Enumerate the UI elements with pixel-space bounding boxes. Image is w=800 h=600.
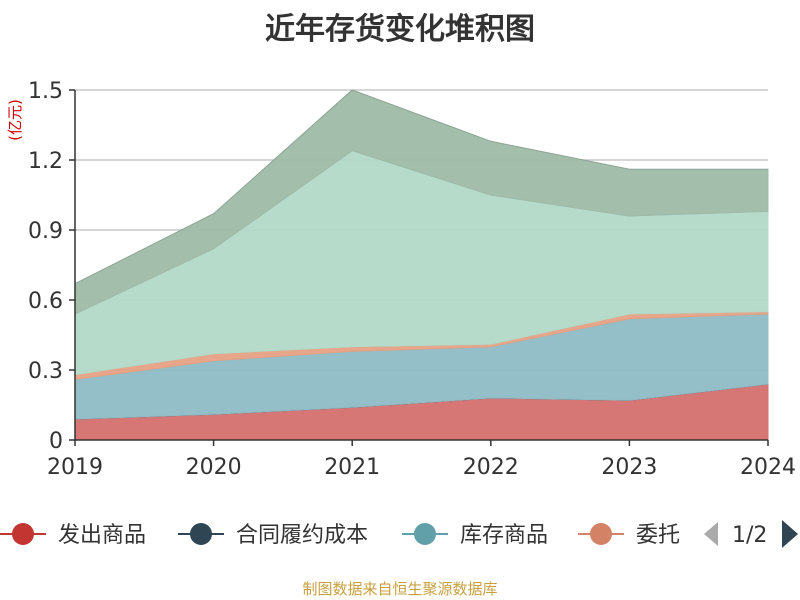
y-tick-label: 0	[49, 429, 63, 454]
legend-item-0[interactable]: 发出商品	[0, 523, 146, 548]
x-tick-label: 2023	[601, 455, 657, 480]
legend-marker	[190, 523, 212, 545]
source-note: 制图数据来自恒生聚源数据库	[302, 580, 498, 598]
y-tick-label: 0.6	[28, 289, 63, 314]
x-tick-label: 2021	[324, 455, 380, 480]
y-tick-label: 0.3	[28, 359, 63, 384]
pager-prev-icon[interactable]	[704, 522, 718, 546]
x-tick-label: 2024	[740, 455, 796, 480]
pager-label: 1/2	[732, 523, 767, 548]
legend-item-2[interactable]: 库存商品	[402, 523, 548, 548]
x-tick-label: 2020	[186, 455, 242, 480]
legend-label: 合同履约成本	[236, 523, 368, 548]
legend-item-3[interactable]: 委托	[578, 523, 680, 548]
pager-next-icon[interactable]	[782, 520, 798, 548]
legend-marker	[414, 523, 436, 545]
legend-item-1[interactable]: 合同履约成本	[178, 523, 368, 548]
legend-label: 发出商品	[58, 523, 146, 548]
y-tick-label: 1.5	[28, 79, 63, 104]
legend-label: 委托	[636, 523, 680, 548]
legend-pager[interactable]: 1/2	[704, 520, 798, 548]
stacked-areas	[74, 89, 769, 441]
legend-label: 库存商品	[460, 523, 548, 548]
area-series-5	[74, 89, 769, 315]
area-series-line-5	[74, 89, 768, 285]
y-axis-unit-label: (亿元)	[6, 99, 24, 141]
axes: 0 0.3 0.6 0.9 1.2 1.5 2019 2020 2021 2022 2023 2024	[28, 79, 796, 480]
x-tick-label: 2022	[463, 455, 519, 480]
chart-title: 近年存货变化堆积图	[265, 12, 535, 47]
legend[interactable]: 发出商品 合同履约成本 库存商品 委托 1/2	[0, 520, 798, 548]
x-tick-label: 2019	[47, 455, 103, 480]
y-tick-label: 1.2	[28, 149, 63, 174]
legend-marker	[590, 523, 612, 545]
legend-marker	[12, 523, 34, 545]
y-tick-label: 0.9	[28, 219, 63, 244]
